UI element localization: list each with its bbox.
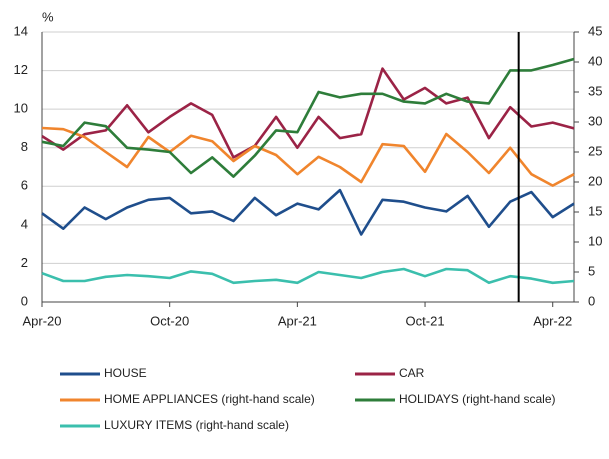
y2-tick-label: 35 — [588, 83, 602, 98]
y2-tick-label: 25 — [588, 143, 602, 158]
series-line — [41, 188, 575, 236]
legend-label: LUXURY ITEMS (right-hand scale) — [104, 418, 289, 432]
y-tick-label: 12 — [14, 62, 28, 77]
y2-tick-label: 0 — [588, 293, 595, 308]
x-tick-label: Oct-20 — [150, 313, 189, 328]
y2-tick-label: 5 — [588, 263, 595, 278]
series-line — [41, 126, 575, 187]
y-tick-label: 6 — [21, 178, 28, 193]
y-tick-label: 2 — [21, 255, 28, 270]
x-tick-label: Oct-21 — [406, 313, 445, 328]
series-line — [41, 67, 575, 159]
y2-tick-label: 30 — [588, 113, 602, 128]
legend-label: CAR — [399, 366, 425, 380]
x-tick-label: Apr-20 — [22, 313, 61, 328]
y-unit: % — [42, 9, 54, 24]
legend-label: HOME APPLIANCES (right-hand scale) — [104, 392, 315, 406]
y-tick-label: 8 — [21, 139, 28, 154]
y2-tick-label: 40 — [588, 53, 602, 68]
y-tick-label: 0 — [21, 293, 28, 308]
y-tick-label: 14 — [14, 23, 28, 38]
legend-label: HOLIDAYS (right-hand scale) — [399, 392, 556, 406]
x-tick-label: Apr-21 — [278, 313, 317, 328]
x-tick-label: Apr-22 — [533, 313, 572, 328]
series-line — [41, 57, 575, 178]
y2-tick-label: 20 — [588, 173, 602, 188]
y2-tick-label: 15 — [588, 203, 602, 218]
y2-tick-label: 45 — [588, 23, 602, 38]
y2-tick-label: 10 — [588, 233, 602, 248]
y-tick-label: 10 — [14, 101, 28, 116]
legend-label: HOUSE — [104, 366, 147, 380]
series-line — [41, 267, 575, 285]
y-tick-label: 4 — [21, 216, 28, 231]
